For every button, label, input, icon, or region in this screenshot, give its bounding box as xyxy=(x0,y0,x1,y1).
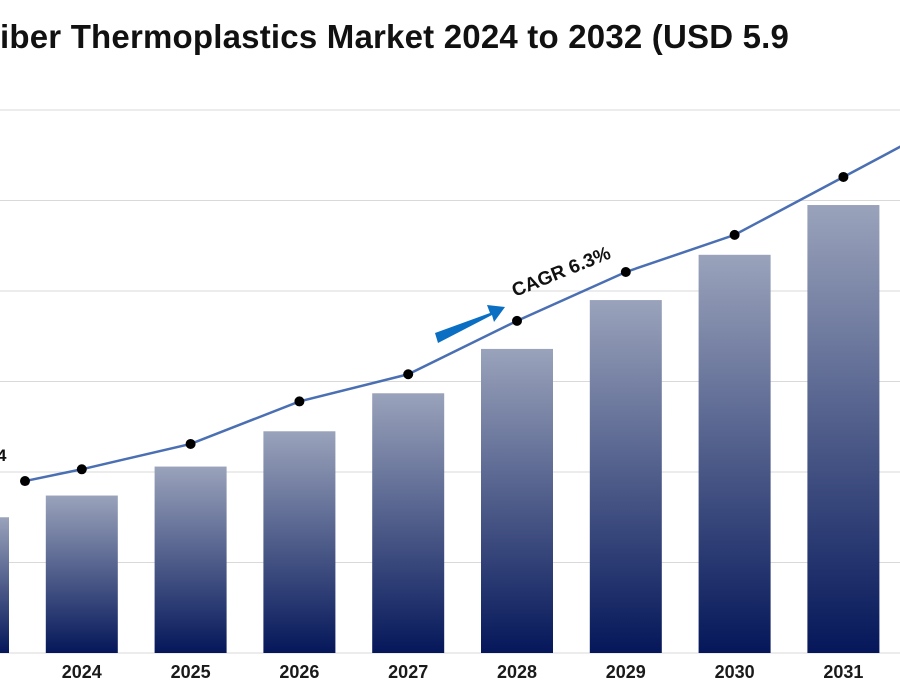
bar-2026 xyxy=(263,431,336,653)
bar-2030 xyxy=(698,254,771,654)
bar-2027 xyxy=(372,393,445,653)
bars xyxy=(0,205,880,654)
partial-data-label: 4 xyxy=(0,446,7,465)
grid-lines xyxy=(0,109,900,654)
trend-line xyxy=(24,145,900,483)
markers xyxy=(20,171,849,487)
bar-2024 xyxy=(45,495,118,653)
chart-title: iber Thermoplastics Market 2024 to 2032 … xyxy=(0,18,790,55)
tick-label-2024: 2024 xyxy=(62,662,102,682)
marker-2031 xyxy=(838,171,849,182)
marker-2024 xyxy=(76,464,87,475)
bar-2025 xyxy=(154,466,227,653)
marker-2023 xyxy=(20,476,30,487)
trend-line-layer xyxy=(24,145,900,483)
marker-2027 xyxy=(403,369,414,380)
tick-label-2025: 2025 xyxy=(171,662,211,682)
bar-2028 xyxy=(481,348,553,653)
tick-labels: 2024 2025 2026 2027 2028 2029 2030 2031 4 xyxy=(0,446,863,682)
marker-2030 xyxy=(729,229,740,240)
cagr-arrow xyxy=(435,305,505,343)
marker-2029 xyxy=(620,266,631,277)
tick-label-2026: 2026 xyxy=(279,662,319,682)
marker-2025 xyxy=(185,438,196,449)
marker-2026 xyxy=(294,396,305,407)
tick-label-2027: 2027 xyxy=(388,662,428,682)
marker-2028 xyxy=(512,315,522,326)
cagr-label: CAGR 6.3% xyxy=(509,243,614,302)
tick-label-2031: 2031 xyxy=(823,662,863,682)
bar-2023 xyxy=(0,517,9,653)
tick-label-2029: 2029 xyxy=(606,662,646,682)
bar-2031 xyxy=(807,205,880,653)
cagr-annotation: CAGR 6.3% xyxy=(435,243,614,343)
bar-2029 xyxy=(589,300,662,653)
tick-label-2028: 2028 xyxy=(497,662,537,682)
tick-label-2030: 2030 xyxy=(715,662,755,682)
